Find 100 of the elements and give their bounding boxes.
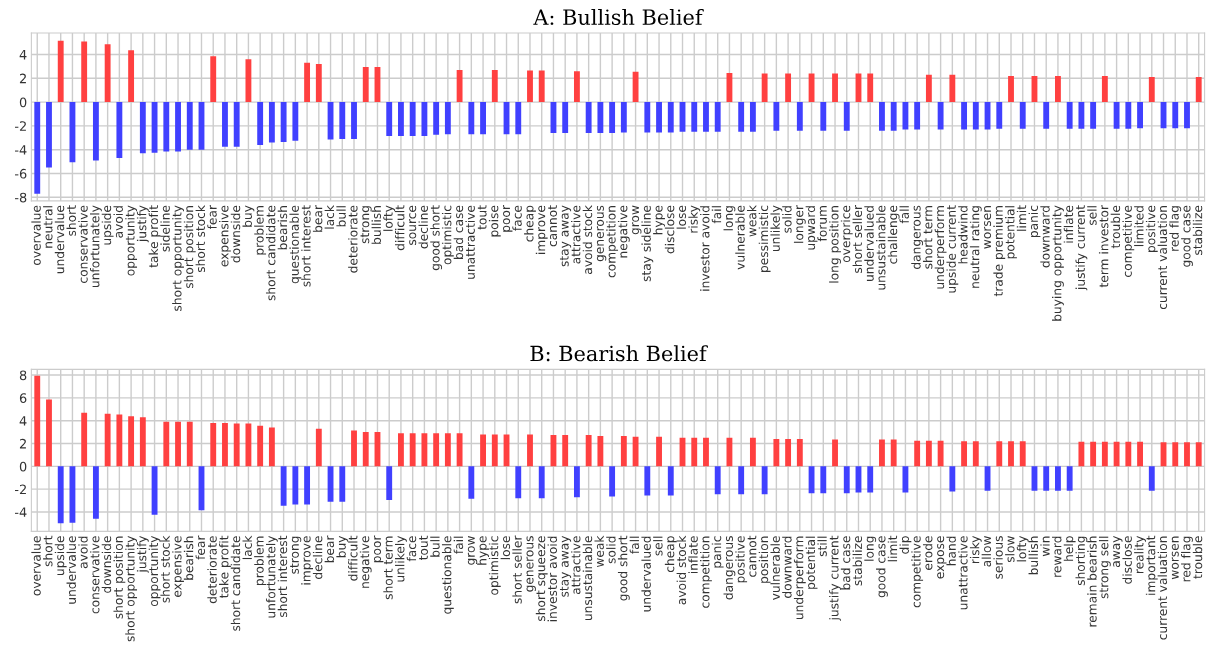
bar bbox=[139, 417, 146, 467]
bar bbox=[879, 102, 885, 131]
bar bbox=[867, 73, 874, 103]
x-tick-label: hype bbox=[653, 205, 665, 235]
bar bbox=[245, 59, 252, 103]
x-tick-label: upside bbox=[54, 536, 67, 576]
x-tick-label: dangerous bbox=[723, 536, 736, 600]
x-tick-label: risky bbox=[688, 205, 701, 233]
bar bbox=[444, 433, 451, 467]
bar bbox=[104, 413, 111, 467]
x-tick-label: competition bbox=[606, 206, 619, 278]
bar bbox=[609, 466, 616, 497]
bar bbox=[1008, 75, 1014, 103]
x-tick-label: limit bbox=[887, 535, 898, 562]
bar bbox=[867, 466, 874, 493]
chart-title: A: Bullish Belief bbox=[533, 8, 704, 26]
x-tick-label: opportunity bbox=[125, 205, 138, 276]
bar bbox=[34, 102, 41, 194]
x-tick-label: overprice bbox=[840, 205, 853, 263]
x-tick-label: difficult bbox=[348, 535, 358, 581]
bar bbox=[573, 466, 580, 498]
x-tick-label: short stock bbox=[160, 535, 170, 603]
x-tick-label: short seller bbox=[852, 205, 863, 273]
bar bbox=[515, 102, 522, 135]
x-tick-label: conservative bbox=[89, 536, 100, 614]
x-tick-label: bullish bbox=[371, 206, 382, 244]
bar bbox=[92, 102, 99, 161]
x-tick-label: dangerous bbox=[911, 205, 924, 269]
x-tick-label: panic bbox=[1028, 205, 1041, 238]
x-tick-label: generous bbox=[596, 205, 607, 262]
x-tick-label: bearish bbox=[277, 206, 288, 250]
x-tick-label: bad case bbox=[840, 536, 851, 590]
x-tick-label: red flag bbox=[1181, 536, 1193, 582]
x-tick-label: underperform bbox=[934, 206, 947, 289]
x-tick-label: stabilize bbox=[1192, 205, 1203, 255]
x-tick-label: reward bbox=[1052, 536, 1062, 577]
bar bbox=[233, 423, 240, 467]
x-tick-label: long bbox=[723, 206, 736, 231]
bar bbox=[222, 102, 228, 147]
bar bbox=[1125, 441, 1132, 467]
x-tick-label: potential bbox=[805, 536, 818, 589]
bar bbox=[362, 432, 369, 467]
x-tick-label: pessimistic bbox=[758, 205, 771, 272]
x-tick-label: overvalue bbox=[31, 205, 41, 266]
x-tick-label: long bbox=[864, 536, 877, 561]
x-tick-label: bad case bbox=[453, 205, 464, 259]
x-tick-label: poise bbox=[488, 205, 501, 237]
x-tick-label: hand bbox=[946, 536, 956, 566]
bar bbox=[1148, 77, 1155, 103]
x-tick-label: allow bbox=[981, 536, 992, 567]
x-tick-label: tout bbox=[419, 535, 428, 561]
x-tick-label: worsen bbox=[984, 206, 992, 249]
bar bbox=[1008, 441, 1014, 467]
x-tick-label: source bbox=[409, 205, 417, 245]
bar bbox=[257, 102, 264, 145]
bar bbox=[57, 40, 64, 103]
bar bbox=[186, 102, 193, 150]
x-tick-label: short term bbox=[383, 536, 393, 600]
bar bbox=[656, 102, 662, 133]
bar bbox=[57, 466, 64, 524]
x-tick-label: forum bbox=[817, 206, 827, 242]
x-tick-label: challenge bbox=[887, 205, 900, 264]
x-tick-label: unlikely bbox=[395, 535, 407, 582]
x-tick-label: deteriorate bbox=[207, 536, 217, 604]
x-tick-label: fail bbox=[711, 206, 722, 224]
x-tick-label: weak bbox=[746, 205, 757, 237]
x-tick-label: headwind bbox=[958, 206, 968, 264]
bar bbox=[257, 425, 264, 467]
x-tick-label: disclose bbox=[1122, 536, 1132, 584]
x-tick-label: lack bbox=[242, 535, 252, 560]
bar bbox=[1078, 102, 1085, 129]
x-tick-label: avoid stock bbox=[582, 205, 593, 274]
bar bbox=[656, 436, 662, 467]
x-tick-label: good short bbox=[617, 535, 630, 601]
x-tick-label: poor bbox=[374, 535, 384, 563]
bar bbox=[996, 441, 1003, 467]
x-tick-label: generous bbox=[526, 536, 536, 592]
bar bbox=[538, 70, 545, 103]
bar bbox=[151, 102, 158, 153]
bar bbox=[996, 102, 1003, 129]
bar bbox=[210, 422, 217, 467]
x-tick-label: short position bbox=[113, 536, 126, 619]
bar bbox=[773, 438, 780, 467]
x-tick-label: term investor bbox=[1098, 205, 1109, 288]
bar bbox=[304, 466, 311, 505]
bar bbox=[1055, 466, 1061, 491]
bar bbox=[843, 466, 850, 494]
x-tick-label: lose bbox=[676, 205, 687, 229]
x-tick-label: cannot bbox=[747, 535, 757, 577]
x-tick-label: unattractive bbox=[465, 205, 475, 279]
bar bbox=[1125, 102, 1132, 129]
bar bbox=[820, 102, 827, 131]
x-tick-label: bull bbox=[430, 536, 440, 557]
bar bbox=[444, 102, 451, 135]
bar bbox=[304, 62, 311, 103]
x-tick-label: shorting bbox=[1075, 536, 1088, 586]
x-tick-label: hype bbox=[477, 536, 489, 565]
x-tick-label: undervalue bbox=[54, 205, 65, 274]
x-tick-label: short opportunity bbox=[172, 205, 184, 311]
x-tick-label: justify current bbox=[1075, 205, 1088, 291]
